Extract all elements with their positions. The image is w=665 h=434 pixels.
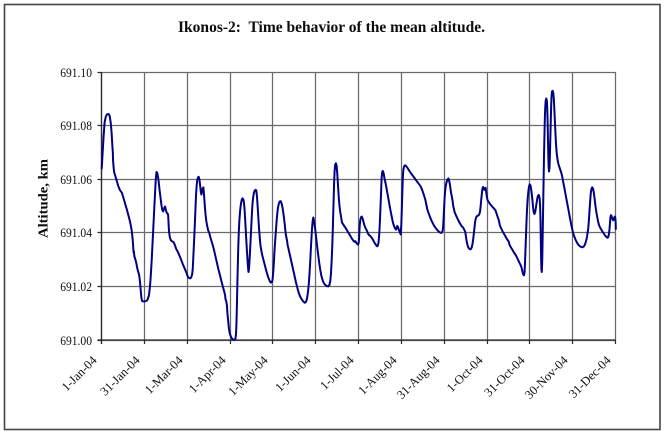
svg-text:Altitude, km: Altitude, km [37,159,52,238]
svg-text:691.06: 691.06 [60,172,92,187]
svg-text:691.02: 691.02 [60,279,92,294]
svg-text:691.04: 691.04 [60,225,92,240]
svg-text:691.00: 691.00 [60,333,92,348]
svg-text:691.10: 691.10 [60,65,92,80]
svg-text:Ikonos-2: Time behavior of th: Ikonos-2: Time behavior of the mean alti… [178,19,485,36]
svg-text:691.08: 691.08 [60,118,92,133]
